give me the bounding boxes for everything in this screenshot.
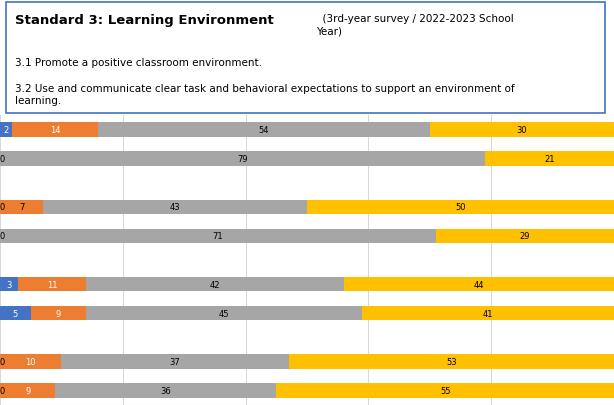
Bar: [0, 354, 61, 369]
Text: 3.2 Use and communicate clear task and behavioral expectations to support an env: 3.2 Use and communicate clear task and b…: [15, 83, 515, 106]
Bar: [61, 354, 289, 369]
Text: 0: 0: [0, 386, 5, 395]
Bar: [43, 200, 307, 215]
Text: 5: 5: [13, 309, 18, 318]
Text: 79: 79: [237, 155, 248, 164]
Bar: [436, 229, 614, 244]
Text: 43: 43: [169, 203, 181, 212]
Bar: [0, 306, 31, 321]
Text: 37: 37: [169, 357, 181, 366]
Text: 29: 29: [519, 232, 530, 241]
Bar: [86, 277, 344, 292]
Text: 53: 53: [446, 357, 457, 366]
Bar: [0, 123, 12, 138]
Bar: [55, 383, 276, 398]
Text: (3rd-year survey / 2022-2023 School
Year): (3rd-year survey / 2022-2023 School Year…: [316, 14, 514, 36]
Bar: [0, 200, 43, 215]
Text: 9: 9: [56, 309, 61, 318]
Text: 14: 14: [50, 126, 61, 135]
Bar: [98, 123, 430, 138]
Bar: [18, 277, 86, 292]
Text: 30: 30: [516, 126, 527, 135]
Text: Standard 3: Learning Environment: Standard 3: Learning Environment: [15, 14, 274, 27]
Text: 0: 0: [0, 357, 5, 366]
Bar: [12, 123, 98, 138]
Bar: [276, 383, 614, 398]
Text: 3.1 Promote a positive classroom environment.: 3.1 Promote a positive classroom environ…: [15, 58, 262, 68]
Text: 0: 0: [0, 203, 5, 212]
Text: 11: 11: [47, 280, 58, 289]
Bar: [31, 306, 86, 321]
Bar: [307, 200, 614, 215]
Text: 41: 41: [483, 309, 494, 318]
Text: 42: 42: [209, 280, 220, 289]
Bar: [362, 306, 614, 321]
Text: 55: 55: [440, 386, 451, 395]
Text: 7: 7: [19, 203, 24, 212]
Text: 0: 0: [0, 232, 5, 241]
Bar: [0, 229, 436, 244]
Text: 10: 10: [25, 357, 36, 366]
Bar: [485, 152, 614, 166]
Text: 21: 21: [544, 155, 555, 164]
Bar: [0, 383, 55, 398]
Bar: [344, 277, 614, 292]
Text: 45: 45: [219, 309, 230, 318]
Text: 54: 54: [258, 126, 270, 135]
Text: 3: 3: [7, 280, 12, 289]
Bar: [86, 306, 362, 321]
Text: 71: 71: [212, 232, 223, 241]
Text: 50: 50: [455, 203, 466, 212]
Bar: [0, 277, 18, 292]
Text: 2: 2: [4, 126, 9, 135]
Text: 9: 9: [25, 386, 30, 395]
Text: 36: 36: [160, 386, 171, 395]
Text: 44: 44: [473, 280, 484, 289]
Bar: [430, 123, 614, 138]
Text: 0: 0: [0, 155, 5, 164]
FancyBboxPatch shape: [6, 4, 605, 113]
Bar: [289, 354, 614, 369]
Bar: [0, 152, 485, 166]
